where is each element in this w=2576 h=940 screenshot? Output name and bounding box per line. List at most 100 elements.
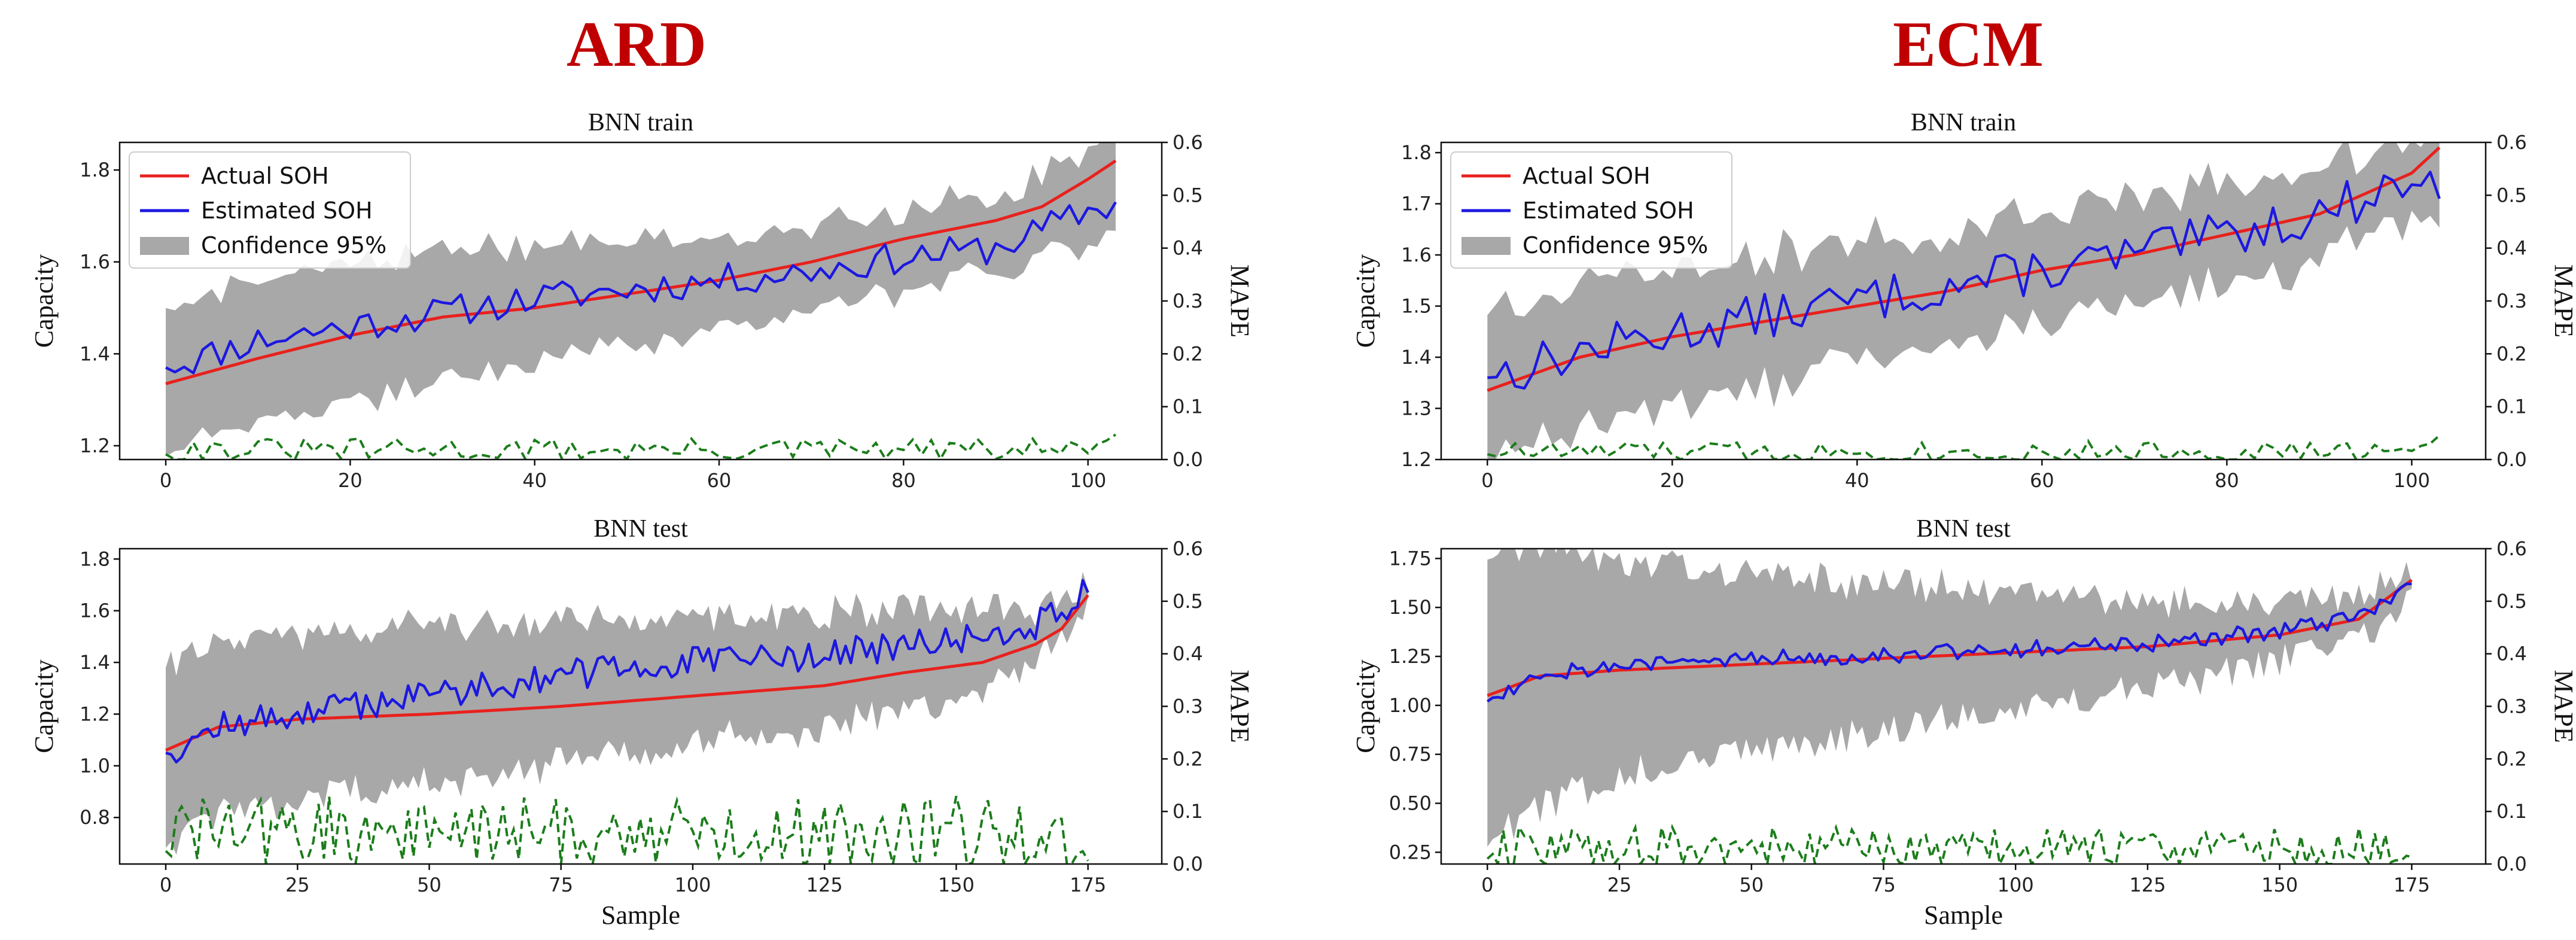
x-tick-label: 150 [938, 874, 975, 896]
y-tick-label: 1.0 [80, 755, 110, 777]
y2-tick-label: 0.5 [2496, 184, 2527, 206]
y-tick-label: 1.4 [80, 342, 110, 365]
panel-ard-test: BNN test 0 25 50 75 100 125 150 175 0.8 1.0 1.2 1.4 1… [29, 515, 1254, 930]
x-axis-label: Sample [601, 901, 680, 930]
confidence-band [1487, 142, 2440, 460]
y2-tick-label: 0.1 [2496, 396, 2527, 418]
y2-tick-label: 0.5 [2496, 590, 2527, 613]
x-axis-label: Sample [1924, 901, 2003, 930]
y2-tick-label: 0.5 [1173, 184, 1203, 206]
y2-axis-label: MAPE [1225, 264, 1254, 337]
x-tick-label: 175 [1070, 874, 1106, 896]
y2-tick-label: 0.3 [1173, 290, 1203, 312]
y-tick-label: 1.25 [1389, 645, 1432, 668]
y-tick-label: 0.8 [80, 806, 110, 829]
y-tick-label: 1.4 [80, 651, 110, 674]
legend-confidence-swatch [1461, 237, 1511, 255]
estimated-soh-line [1487, 171, 2441, 390]
mape-line [1486, 823, 2412, 864]
y-tick-label: 1.75 [1389, 547, 1432, 570]
heading-ecm: ECM [1893, 9, 2044, 80]
y2-tick-label: 0.0 [2496, 448, 2527, 471]
y-tick-label: 1.50 [1389, 596, 1432, 619]
plot-area [1486, 549, 2413, 864]
y2-tick-label: 0.2 [1173, 342, 1203, 365]
y-tick-label: 1.6 [80, 600, 110, 622]
y2-tick-label: 0.3 [2496, 290, 2527, 312]
y-tick-label: 1.2 [80, 434, 110, 457]
y2-tick-label: 0.3 [2496, 695, 2527, 718]
panel-ecm-test: BNN test 0 25 50 75 100 125 150 175 0.25 0.50 0.75 1… [1351, 515, 2576, 930]
plot-area [1487, 142, 2441, 460]
x-tick-label: 50 [1739, 874, 1764, 896]
y2-axis-label: MAPE [2549, 670, 2576, 743]
actual-soh-line [1487, 579, 2413, 697]
heading-ard: ARD [567, 9, 707, 80]
y2-tick-label: 0.0 [1173, 853, 1203, 875]
x-tick-label: 100 [1998, 874, 2034, 896]
x-tick-label: 50 [417, 874, 441, 896]
x-tick-label: 125 [2129, 874, 2166, 896]
y2-tick-label: 0.0 [1173, 448, 1203, 471]
x-tick-label: 25 [1607, 874, 1632, 896]
y2-tick-label: 0.6 [2496, 537, 2527, 560]
x-tick-label: 0 [1481, 874, 1493, 896]
x-tick-label: 60 [2030, 469, 2054, 492]
legend-estimated-label: Estimated SOH [1523, 197, 1694, 224]
actual-soh-line [165, 159, 1117, 385]
x-tick-label: 25 [285, 874, 310, 896]
x-tick-label: 175 [2394, 874, 2430, 896]
x-tick-label: 40 [1845, 469, 1869, 492]
panel-title: BNN test [1916, 515, 2011, 543]
y-tick-label: 0.75 [1389, 743, 1432, 766]
x-tick-label: 75 [1871, 874, 1896, 896]
estimated-soh-line [1486, 582, 2412, 703]
y2-tick-label: 0.2 [2496, 342, 2527, 365]
panel-ecm-train: BNN train 0 20 40 60 80 100 1.2 1.3 1.4 1.5 1.6 1.7 1… [1351, 109, 2576, 492]
y2-tick-label: 0.6 [2496, 131, 2527, 154]
y2-tick-label: 0.1 [1173, 800, 1203, 823]
confidence-band [166, 142, 1116, 457]
y2-tick-label: 0.3 [1173, 695, 1203, 718]
x-tick-label: 150 [2261, 874, 2298, 896]
y-tick-label: 1.2 [80, 702, 110, 725]
y-axis-label: Capacity [29, 254, 59, 348]
y-tick-label: 1.8 [1401, 141, 1432, 164]
y-axis-label: Capacity [1351, 254, 1380, 348]
y-tick-label: 1.6 [1401, 244, 1432, 266]
panel-title: BNN test [593, 515, 688, 543]
legend-confidence-swatch [140, 237, 189, 255]
y2-tick-label: 0.0 [2496, 853, 2527, 875]
x-tick-label: 0 [160, 874, 172, 896]
x-tick-label: 80 [2215, 469, 2239, 492]
estimated-soh-line [165, 579, 1089, 763]
y-tick-label: 0.50 [1389, 792, 1432, 815]
y-tick-label: 1.2 [1401, 448, 1432, 471]
legend: Actual SOH Estimated SOH Confidence 95% [1450, 151, 1732, 269]
legend-actual-label: Actual SOH [1523, 163, 1651, 189]
legend-box [1450, 151, 1732, 269]
actual-soh-line [165, 594, 1089, 752]
legend-estimated-label: Estimated SOH [201, 197, 373, 224]
legend: Actual SOH Estimated SOH Confidence 95% [129, 151, 411, 269]
x-tick-label: 80 [891, 469, 916, 492]
panel-ard-train: BNN train 0 20 40 60 80 100 1.2 1.4 1.6 1.8 0.0 0.1 0… [29, 109, 1254, 492]
y2-tick-label: 0.4 [1173, 643, 1203, 665]
x-tick-label: 0 [1481, 469, 1493, 492]
mape-line [165, 796, 1089, 864]
panel-title: BNN train [588, 109, 693, 136]
plot-area [165, 142, 1117, 460]
y-tick-label: 1.00 [1389, 694, 1432, 717]
x-tick-label: 0 [160, 469, 172, 492]
x-tick-label: 125 [806, 874, 843, 896]
panel-title: BNN train [1911, 109, 2016, 136]
y-tick-label: 0.25 [1389, 841, 1432, 863]
confidence-band [166, 571, 1088, 855]
legend-actual-label: Actual SOH [201, 163, 329, 189]
x-tick-label: 100 [674, 874, 711, 896]
estimated-soh-line [165, 201, 1117, 375]
x-tick-label: 100 [2394, 469, 2430, 492]
x-tick-label: 100 [1070, 469, 1106, 492]
mape-line [1487, 434, 2441, 460]
